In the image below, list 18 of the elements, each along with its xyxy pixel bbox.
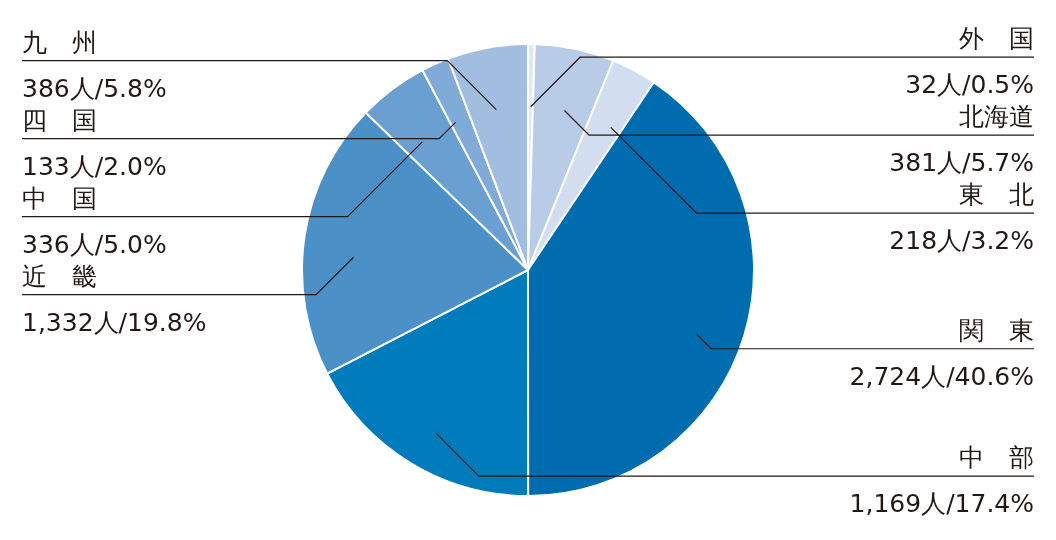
data-label: 1,332人/19.8%	[22, 307, 207, 337]
data-label: 336人/5.0%	[22, 229, 167, 259]
slice-label: 北海道	[959, 102, 1034, 132]
slice-label: 中 国	[22, 183, 97, 213]
slice-label: 中 部	[959, 443, 1034, 473]
slice-label: 近 畿	[22, 261, 97, 291]
slice-label: 東 北	[959, 180, 1034, 210]
data-label: 32人/0.5%	[905, 70, 1034, 100]
slice-label: 四 国	[22, 105, 97, 135]
data-label: 218人/3.2%	[889, 226, 1034, 256]
data-label: 2,724人/40.6%	[849, 361, 1034, 391]
data-label: 381人/5.7%	[889, 148, 1034, 178]
data-label: 386人/5.8%	[22, 73, 167, 103]
slice-label: 九 州	[22, 27, 97, 57]
data-label: 133人/2.0%	[22, 151, 167, 181]
slice-label: 外 国	[959, 24, 1034, 54]
slice-label: 関 東	[959, 315, 1034, 345]
data-label: 1,169人/17.4%	[849, 489, 1034, 519]
